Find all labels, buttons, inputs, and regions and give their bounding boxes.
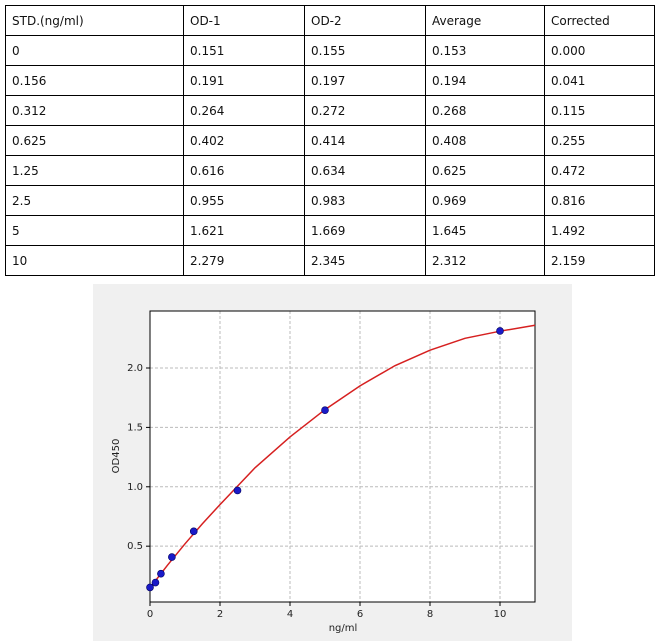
x-tick-label: 0 bbox=[147, 609, 153, 620]
table-cell: Average bbox=[425, 5, 545, 36]
table-cell: 2.159 bbox=[544, 245, 655, 276]
table-cell: 0.408 bbox=[425, 125, 545, 156]
y-tick-label: 1.5 bbox=[127, 422, 143, 433]
table-cell: 0.312 bbox=[5, 95, 184, 126]
table-cell: 2.279 bbox=[183, 245, 305, 276]
data-point bbox=[157, 569, 165, 578]
table-cell: STD.(ng/ml) bbox=[5, 5, 184, 36]
x-tick-label: 8 bbox=[427, 609, 433, 620]
y-tick-label: 0.5 bbox=[127, 541, 143, 552]
fit-curve bbox=[149, 324, 536, 589]
table-cell: 0.151 bbox=[183, 35, 305, 66]
table-row: 10 2.279 2.345 2.312 2.159 bbox=[5, 245, 655, 276]
plot-frame bbox=[149, 310, 536, 603]
table-cell: 0.155 bbox=[304, 35, 426, 66]
table-cell: 0.616 bbox=[183, 155, 305, 186]
plot-area bbox=[150, 311, 535, 602]
x-tick-label: 10 bbox=[494, 609, 507, 620]
table-cell: 0.197 bbox=[304, 65, 426, 96]
table-cell: 1.669 bbox=[304, 215, 426, 246]
data-point bbox=[233, 486, 242, 495]
x-tick-label: 2 bbox=[217, 609, 223, 620]
data-point bbox=[151, 578, 160, 587]
table-cell: 10 bbox=[5, 245, 184, 276]
table-cell: 0.816 bbox=[544, 185, 655, 216]
table-body: STD.(ng/ml) OD-1 OD-2 Average Corrected 0 0.15… bbox=[5, 5, 655, 276]
x-axis-label: ng/ml bbox=[329, 623, 358, 634]
table-cell: 0.194 bbox=[425, 65, 545, 96]
data-point bbox=[321, 406, 329, 414]
table-cell: 0.625 bbox=[425, 155, 545, 186]
table-cell: 0.472 bbox=[544, 155, 655, 186]
data-point bbox=[168, 553, 176, 561]
table-cell: 0.402 bbox=[183, 125, 305, 156]
table-cell: 2.345 bbox=[304, 245, 426, 276]
x-tick-label: 4 bbox=[287, 609, 293, 620]
table-cell: Corrected bbox=[544, 5, 655, 36]
table-row: 5 1.621 1.669 1.645 1.492 bbox=[5, 215, 655, 246]
table-cell: 2.5 bbox=[5, 185, 184, 216]
table-row: 0.312 0.264 0.272 0.268 0.115 bbox=[5, 95, 655, 126]
data-point bbox=[189, 527, 198, 536]
data-point bbox=[496, 327, 504, 335]
y-axis-label: OD450 bbox=[111, 439, 122, 474]
table-row: 0 0.151 0.155 0.153 0.000 bbox=[5, 35, 655, 66]
table-cell: OD-1 bbox=[183, 5, 305, 36]
y-tick-label: 2.0 bbox=[127, 363, 143, 374]
x-tick-label: 6 bbox=[357, 609, 363, 620]
data-point bbox=[146, 583, 154, 592]
y-tick-label: 1.0 bbox=[127, 482, 143, 493]
table-cell: 1.492 bbox=[544, 215, 655, 246]
table-cell: 0.272 bbox=[304, 95, 426, 126]
table-row: STD.(ng/ml) OD-1 OD-2 Average Corrected bbox=[5, 5, 655, 36]
table-cell: 2.312 bbox=[425, 245, 545, 276]
data-table: STD.(ng/ml) OD-1 OD-2 Average Corrected 0 0.15… bbox=[5, 5, 655, 276]
table-cell: 0.268 bbox=[425, 95, 545, 126]
